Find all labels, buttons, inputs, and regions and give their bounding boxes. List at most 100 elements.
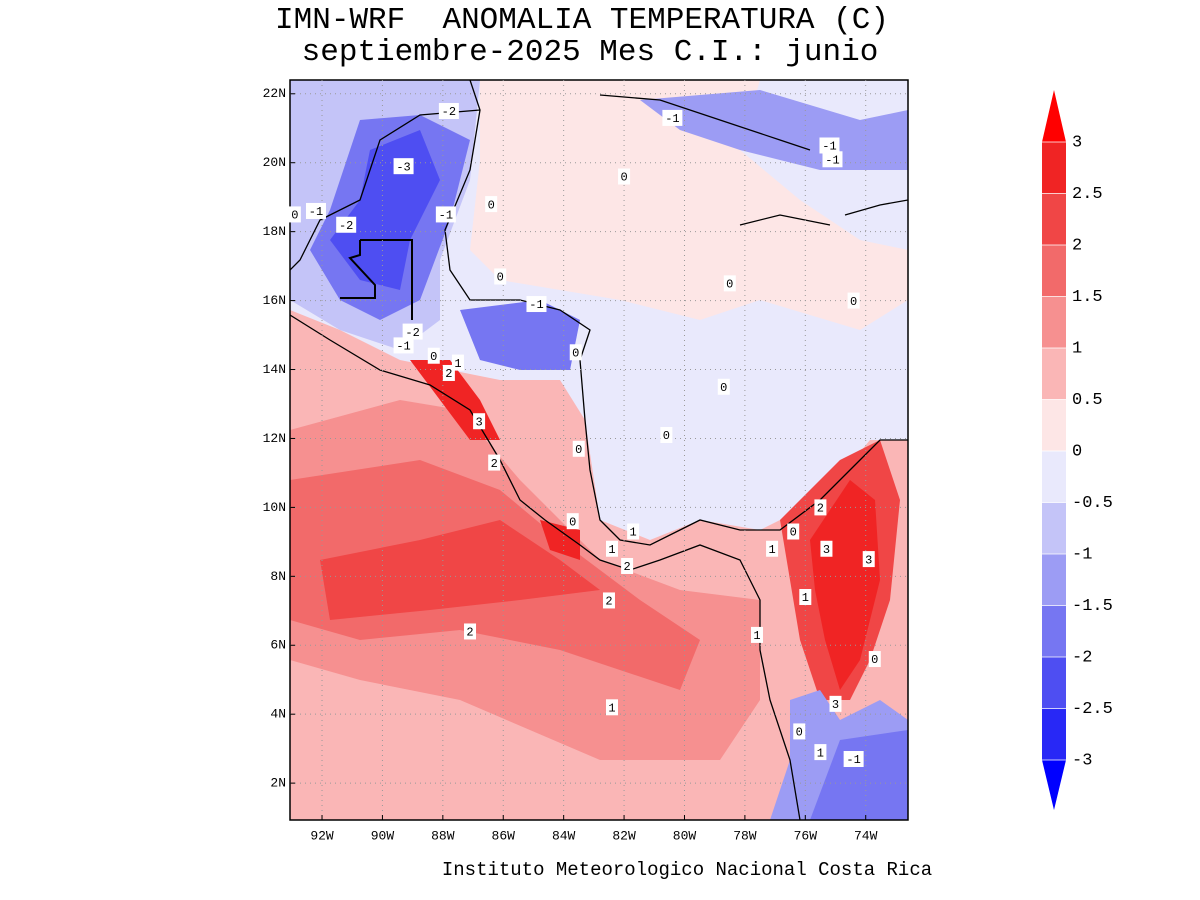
map-frame: [289, 79, 909, 821]
colorbar-label: -3: [1072, 751, 1092, 770]
contour-label: 0: [726, 278, 733, 292]
contour-label-box: [814, 744, 827, 761]
contour-label-box: [288, 206, 301, 223]
contour-label-box: [766, 540, 779, 557]
contour-label: 2: [491, 457, 498, 471]
x-tick-label: 76W: [794, 828, 818, 843]
colorbar-segment: [1042, 348, 1066, 400]
contour-label: 0: [497, 271, 504, 285]
colorbar-segment: [1042, 142, 1066, 194]
contour-label-box: [305, 202, 326, 219]
colorbar-label: -1: [1072, 545, 1092, 564]
x-tick-label: 88W: [431, 828, 455, 843]
contour-label: 2: [605, 595, 612, 609]
contour-label-box: [819, 137, 840, 154]
contour-label: 0: [720, 381, 727, 395]
colorbar-label: -2.5: [1072, 700, 1113, 719]
contour-label-box: [621, 557, 634, 574]
colorbar-label: 3: [1072, 133, 1082, 152]
colorbar-arrow: [1042, 760, 1066, 810]
contour-label-box: [799, 589, 812, 606]
contour-label: -3: [396, 160, 410, 174]
colorbar-label: 1: [1072, 339, 1082, 358]
y-tick-label: 16N: [263, 293, 286, 308]
contour-label: 2: [817, 502, 824, 516]
contour-label-box: [393, 158, 414, 175]
contour-label: 0: [488, 198, 495, 212]
contour-label: -1: [846, 753, 860, 767]
subtitle: septiembre-2025 Mes C.I.: junio: [302, 35, 879, 70]
colorbar-segment: [1042, 193, 1066, 245]
contour-label-box: [464, 623, 477, 640]
coastline: [290, 80, 908, 820]
contour-label: 1: [630, 526, 637, 540]
contour-label-box: [829, 695, 842, 712]
x-tick-label: 74W: [854, 828, 878, 843]
y-tick-label: 22N: [263, 86, 286, 101]
contour-label-box: [843, 750, 864, 767]
contour-label-box: [847, 292, 860, 309]
contour-label-box: [393, 337, 414, 354]
contour-label: -1: [439, 209, 453, 223]
contour-label: 0: [796, 726, 803, 740]
contour-label-box: [438, 103, 459, 120]
contour-label: 2: [445, 367, 452, 381]
colorbar-segment: [1042, 657, 1066, 709]
contour-label: 0: [569, 515, 576, 529]
contour-label-box: [572, 440, 585, 457]
y-tick-label: 14N: [263, 362, 286, 377]
x-tick-label: 80W: [673, 828, 697, 843]
x-tick-label: 90W: [371, 828, 395, 843]
colorbar-label: -0.5: [1072, 494, 1113, 513]
contour-label-box: [473, 413, 486, 430]
contour-label-box: [442, 364, 455, 381]
contour-label: 3: [823, 543, 830, 557]
x-tick-label: 86W: [492, 828, 516, 843]
contour-label-box: [868, 651, 881, 668]
contour-label-box: [402, 323, 423, 340]
contour-label: 0: [291, 209, 298, 223]
contour-label: 1: [817, 746, 824, 760]
field-region: [810, 730, 908, 820]
contour-label: 3: [865, 553, 872, 567]
contour-label-box: [605, 540, 618, 557]
colorbar-label: -2: [1072, 648, 1092, 667]
y-tick-label: 10N: [263, 500, 286, 515]
colorbar-segment: [1042, 296, 1066, 348]
contour-label-box: [750, 626, 763, 643]
colorbar-arrow: [1042, 90, 1066, 142]
contour-label-box: [336, 216, 357, 233]
contour-label: -2: [405, 326, 419, 340]
y-tick-label: 20N: [263, 155, 286, 170]
contour-label: -1: [665, 112, 679, 126]
colorbar-segment: [1042, 451, 1066, 503]
contour-label-box: [723, 275, 736, 292]
contour-label-box: [526, 296, 547, 313]
contour-label: 0: [663, 429, 670, 443]
contour-label-box: [862, 551, 875, 568]
contour-label-box: [494, 268, 507, 285]
colorbar-segment: [1042, 399, 1066, 451]
contour-label: -1: [822, 140, 836, 154]
contour-label: -2: [339, 219, 353, 233]
contour-label: 0: [572, 346, 579, 360]
contour-label-box: [427, 347, 440, 364]
x-tick-label: 92W: [310, 828, 334, 843]
contour-label: 2: [466, 626, 473, 640]
colorbar-label: 2.5: [1072, 185, 1103, 204]
contour-label-box: [485, 196, 498, 213]
colorbar-label: 0: [1072, 442, 1082, 461]
contour-label: -1: [529, 298, 543, 312]
contour-label: 0: [871, 653, 878, 667]
field: [290, 80, 908, 820]
field-region: [540, 520, 580, 560]
x-tick-label: 82W: [612, 828, 636, 843]
contour-label-box: [814, 499, 827, 516]
contour-label: 1: [802, 591, 809, 605]
y-tick-label: 2N: [270, 776, 286, 791]
title: IMN-WRF ANOMALIA TEMPERATURA (C): [275, 3, 889, 38]
contour-label-box: [793, 723, 806, 740]
contour-label-box: [451, 354, 464, 371]
colorbar-label: 0.5: [1072, 391, 1103, 410]
